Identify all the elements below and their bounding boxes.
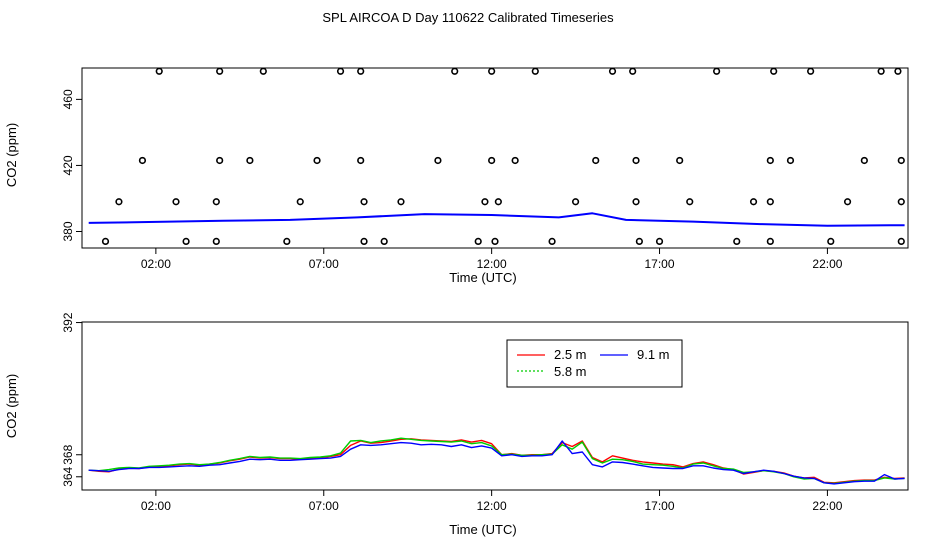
- data-point: [357, 67, 365, 75]
- data-point: [770, 67, 778, 75]
- data-point: [397, 198, 405, 206]
- data-point: [676, 156, 684, 165]
- data-point: [172, 198, 180, 206]
- data-point: [212, 198, 220, 206]
- data-point: [296, 198, 304, 206]
- data-point: [451, 67, 459, 75]
- bottom-plot-frame: [81, 321, 909, 491]
- data-point: [360, 237, 368, 245]
- data-point: [571, 198, 580, 206]
- data-point: [749, 198, 758, 206]
- data-point: [474, 237, 482, 245]
- data-point: [481, 198, 489, 206]
- y-tick-label: 392: [61, 312, 75, 332]
- data-point: [897, 198, 905, 206]
- data-point: [182, 237, 190, 245]
- data-point: [434, 156, 442, 165]
- data-point: [511, 156, 519, 165]
- data-point: [894, 67, 902, 75]
- x-tick-label: 02:00: [141, 499, 171, 513]
- data-point: [138, 156, 147, 165]
- legend: 2.5 m 9.1 m 5.8 m: [506, 339, 683, 388]
- data-point: [655, 237, 664, 245]
- x-tick-label: 12:00: [477, 257, 507, 271]
- data-point: [592, 156, 600, 165]
- data-point: [766, 237, 774, 245]
- bottom-x-axis-label: Time (UTC): [449, 522, 516, 537]
- chart-title: SPL AIRCOA D Day 110622 Calibrated Times…: [322, 10, 614, 25]
- data-point: [860, 156, 868, 165]
- legend-label-5-8m: 5.8 m: [554, 364, 587, 379]
- data-point: [786, 156, 795, 165]
- data-point: [360, 198, 368, 206]
- legend-box: [506, 339, 683, 388]
- data-point: [766, 198, 774, 206]
- x-tick-label: 22:00: [812, 257, 842, 271]
- x-tick-label: 22:00: [812, 499, 842, 513]
- data-point: [155, 67, 163, 75]
- data-point: [313, 156, 321, 165]
- data-point: [216, 156, 224, 165]
- data-point: [491, 237, 499, 245]
- data-point: [632, 198, 640, 206]
- y-tick-label: 460: [61, 89, 75, 109]
- x-tick-label: 07:00: [309, 499, 339, 513]
- data-point: [494, 198, 502, 206]
- data-point: [259, 67, 267, 75]
- y-tick-label: 380: [61, 221, 75, 241]
- data-point: [531, 67, 539, 75]
- data-point: [283, 237, 291, 245]
- x-tick-label: 17:00: [645, 499, 675, 513]
- data-point: [608, 67, 617, 75]
- data-point: [877, 67, 885, 75]
- y-tick-label: 364: [61, 466, 75, 486]
- data-point: [548, 237, 556, 245]
- data-point: [246, 156, 254, 165]
- data-point: [843, 198, 852, 206]
- y-tick-label: 368: [61, 444, 75, 464]
- legend-label-2-5m: 2.5 m: [554, 347, 587, 362]
- bottom-panel: 02:00 07:00 12:00 17:00 22:00 364 368 392 Time…: [4, 312, 909, 537]
- x-tick-label: 07:00: [309, 257, 339, 271]
- data-point: [686, 198, 694, 206]
- data-point: [766, 156, 774, 165]
- data-point: [488, 156, 496, 165]
- data-point: [897, 156, 905, 165]
- y-tick-label: 420: [61, 155, 75, 175]
- series-line-9-1-m: [88, 212, 905, 227]
- data-point: [336, 67, 345, 75]
- data-point: [827, 237, 835, 245]
- top-y-axis-label: CO2 (ppm): [4, 123, 19, 187]
- data-point: [216, 67, 224, 75]
- data-point: [357, 156, 365, 165]
- data-point: [629, 67, 637, 75]
- x-tick-label: 02:00: [141, 257, 171, 271]
- data-point: [212, 237, 220, 245]
- data-point: [635, 237, 643, 245]
- data-point: [632, 156, 640, 165]
- top-x-axis-label: Time (UTC): [449, 270, 516, 285]
- series-line-9-1-m: [88, 440, 905, 485]
- top-plot-frame: [81, 67, 909, 249]
- data-point: [807, 67, 815, 75]
- bottom-y-axis-label: CO2 (ppm): [4, 374, 19, 438]
- data-point: [897, 237, 905, 245]
- data-point: [733, 237, 741, 245]
- data-point: [101, 237, 110, 245]
- top-panel: 02:00 07:00 12:00 17:00 22:00 380 420 460 Time…: [4, 67, 909, 285]
- data-point: [713, 67, 721, 75]
- data-point: [380, 237, 388, 245]
- legend-label-9-1m: 9.1 m: [637, 347, 670, 362]
- x-tick-label: 12:00: [477, 499, 507, 513]
- x-tick-label: 17:00: [645, 257, 675, 271]
- data-point: [115, 198, 123, 206]
- data-point: [488, 67, 496, 75]
